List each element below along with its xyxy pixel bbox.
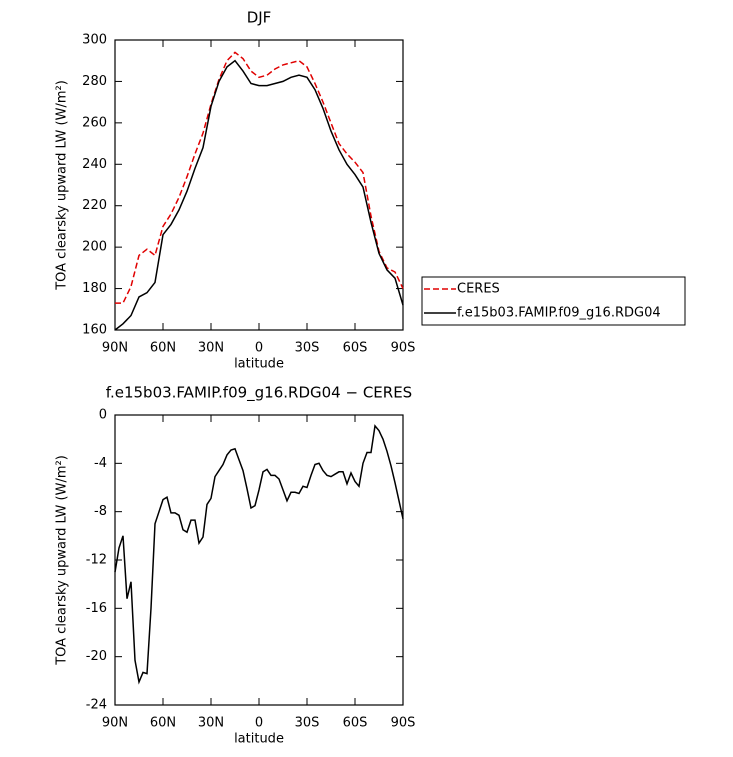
y-tick-label: 220 bbox=[82, 198, 107, 213]
data-line bbox=[114, 59, 404, 331]
chart-title: f.e15b03.FAMIP.f09_g16.RDG04 − CERES bbox=[106, 384, 412, 403]
y-axis-label: TOA clearsky upward LW (W/m²) bbox=[55, 80, 70, 291]
legend-label: CERES bbox=[457, 282, 500, 297]
y-tick-label: 160 bbox=[82, 323, 107, 338]
x-tick-label: 90S bbox=[391, 341, 416, 356]
y-tick-label: 200 bbox=[82, 240, 107, 255]
y-tick-label: 0 bbox=[99, 408, 107, 423]
x-tick-label: 0 bbox=[255, 716, 263, 731]
x-tick-label: 30N bbox=[198, 341, 224, 356]
plot-frame bbox=[114, 414, 404, 706]
x-axis-label: latitude bbox=[234, 357, 284, 372]
x-tick-label: 90S bbox=[391, 716, 416, 731]
legend-label: f.e15b03.FAMIP.f09_g16.RDG04 bbox=[457, 306, 661, 321]
y-tick-label: -8 bbox=[94, 504, 107, 519]
y-tick-label: -20 bbox=[86, 649, 107, 664]
x-tick-label: 60S bbox=[343, 716, 368, 731]
y-tick-label: 280 bbox=[82, 74, 107, 89]
y-tick-label: 240 bbox=[82, 157, 107, 172]
x-tick-label: 60N bbox=[150, 341, 176, 356]
x-tick-label: 30S bbox=[295, 341, 320, 356]
y-tick-label: -16 bbox=[86, 601, 107, 616]
y-tick-label: -4 bbox=[94, 456, 107, 471]
y-tick-label: -24 bbox=[86, 698, 107, 713]
plot-frame bbox=[114, 39, 404, 331]
y-tick-label: 180 bbox=[82, 281, 107, 296]
x-tick-label: 30S bbox=[295, 716, 320, 731]
x-tick-label: 60N bbox=[150, 716, 176, 731]
legend-box bbox=[421, 276, 686, 326]
data-line bbox=[115, 51, 404, 304]
chart-title: DJF bbox=[247, 9, 272, 27]
y-tick-label: 260 bbox=[82, 115, 107, 130]
x-tick-label: 30N bbox=[198, 716, 224, 731]
y-tick-label: -12 bbox=[86, 553, 107, 568]
y-tick-label: 300 bbox=[82, 33, 107, 48]
y-axis-label: TOA clearsky upward LW (W/m²) bbox=[55, 455, 70, 666]
x-tick-label: 60S bbox=[343, 341, 368, 356]
x-tick-label: 90N bbox=[102, 341, 128, 356]
data-line bbox=[114, 424, 404, 685]
x-tick-label: 0 bbox=[255, 341, 263, 356]
x-axis-label: latitude bbox=[234, 732, 284, 747]
x-tick-label: 90N bbox=[102, 716, 128, 731]
